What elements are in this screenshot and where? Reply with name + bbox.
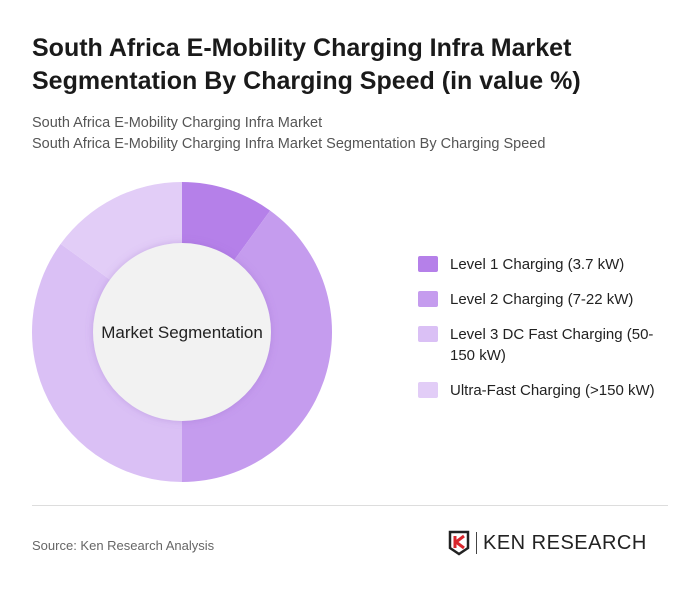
- subtitle-market: South Africa E-Mobility Charging Infra M…: [32, 115, 323, 131]
- legend-item: Level 3 DC Fast Charging (50-150 kW): [418, 324, 678, 366]
- legend-swatch: [418, 256, 438, 272]
- ken-research-logo: KEN RESEARCH: [448, 530, 647, 556]
- legend-item: Ultra-Fast Charging (>150 kW): [418, 380, 678, 401]
- legend-swatch: [418, 291, 438, 307]
- legend-item: Level 1 Charging (3.7 kW): [418, 254, 678, 275]
- legend-swatch: [418, 382, 438, 398]
- donut-center: [93, 243, 271, 421]
- ken-logo-icon: [448, 530, 470, 556]
- center-label: Market Segmentation: [101, 323, 263, 342]
- legend: Level 1 Charging (3.7 kW) Level 2 Chargin…: [418, 254, 678, 415]
- divider: [32, 505, 668, 506]
- legend-swatch: [418, 326, 438, 342]
- donut-chart: Market Segmentation: [31, 182, 333, 482]
- legend-label: Level 1 Charging (3.7 kW): [450, 256, 625, 273]
- subtitle-segmentation: South Africa E-Mobility Charging Infra M…: [32, 136, 546, 152]
- legend-label: Ultra-Fast Charging (>150 kW): [450, 382, 655, 399]
- chart-title: South Africa E-Mobility Charging Infra M…: [32, 34, 581, 95]
- logo-text: KEN RESEARCH: [483, 531, 647, 554]
- source-text: Source: Ken Research Analysis: [32, 538, 215, 553]
- logo-divider: [476, 532, 477, 554]
- legend-label: Level 3 DC Fast Charging (50-150 kW): [450, 326, 654, 364]
- legend-label: Level 2 Charging (7-22 kW): [450, 291, 634, 308]
- legend-item: Level 2 Charging (7-22 kW): [418, 289, 678, 310]
